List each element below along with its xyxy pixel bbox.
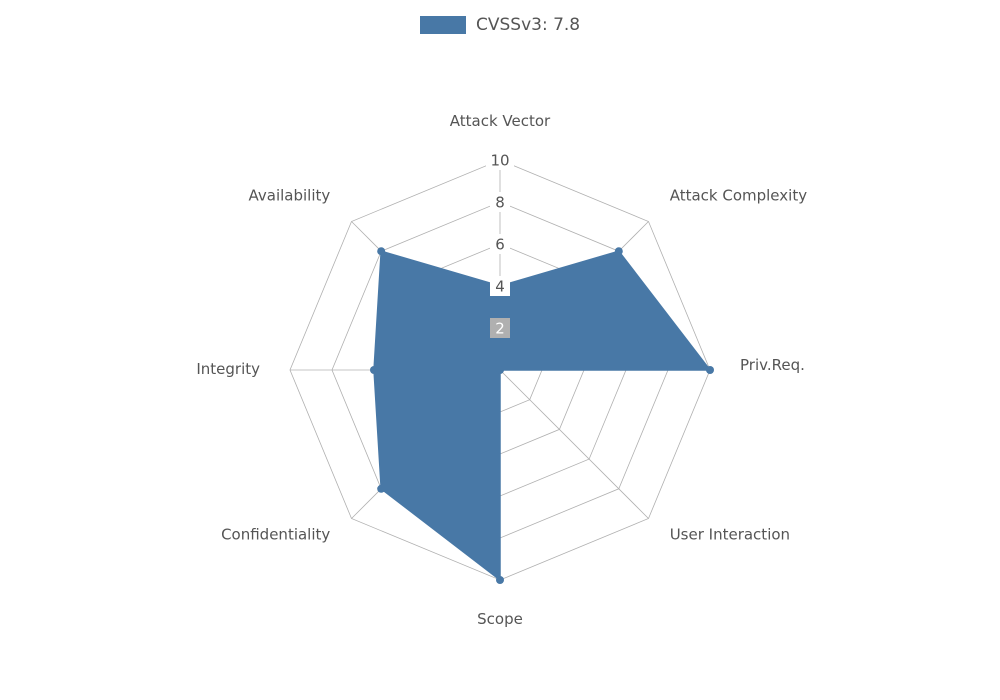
series-marker: [496, 366, 504, 374]
legend-label: CVSSv3: 7.8: [476, 15, 580, 35]
axis-label: User Interaction: [670, 526, 790, 544]
axis-label: Scope: [477, 610, 523, 628]
tick-label: 4: [495, 278, 505, 296]
series-marker: [377, 485, 385, 493]
series-marker: [615, 247, 623, 255]
tick-label: 10: [490, 152, 509, 170]
tick-label: 8: [495, 194, 505, 212]
cvss-radar-chart: 2 4 6 8 10 Attack Vector Attack Complexity Priv…: [0, 0, 1000, 700]
axis-label: Availability: [249, 186, 331, 204]
series-marker: [370, 366, 378, 374]
series-marker: [706, 366, 714, 374]
axis-label: Confidentiality: [221, 526, 330, 544]
legend: CVSSv3: 7.8: [420, 15, 580, 35]
tick-label: 2: [495, 320, 505, 338]
legend-swatch: [420, 16, 466, 34]
series-marker: [496, 576, 504, 584]
tick-label: 6: [495, 236, 505, 254]
axis-label: Priv.Req.: [740, 356, 805, 374]
axis-label: Attack Complexity: [670, 186, 807, 204]
axis-label: Integrity: [196, 360, 260, 378]
series-marker: [377, 247, 385, 255]
axis-label: Attack Vector: [450, 112, 551, 130]
